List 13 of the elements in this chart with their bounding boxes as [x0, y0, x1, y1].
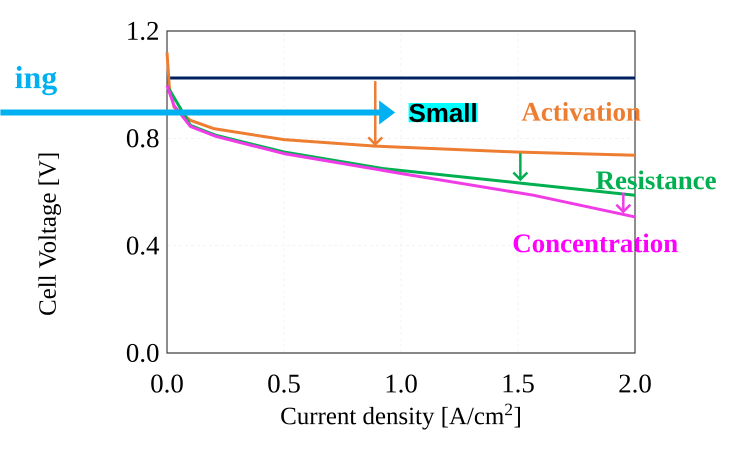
x-tick-label: 2.0: [619, 374, 651, 393]
x-tick-label: 1.0: [386, 374, 417, 393]
y-tick-label: 1.2: [128, 22, 158, 40]
y-tick-label: 0.8: [126, 129, 158, 148]
y-tick-label: 0.0: [126, 344, 158, 362]
x-tick-label: 1.5: [504, 374, 534, 393]
text: ing: [15, 66, 57, 96]
x-tick-label: 0.5: [268, 374, 300, 393]
annotation: Small: [409, 103, 476, 122]
y-tick-label: 0.4: [126, 236, 160, 255]
x-axis-title: Current density [A/cm$^{2}$]: [281, 404, 520, 430]
y-axis-title: Cell Voltage [V]: [38, 154, 62, 315]
x-tick-label: 0.0: [151, 374, 183, 393]
